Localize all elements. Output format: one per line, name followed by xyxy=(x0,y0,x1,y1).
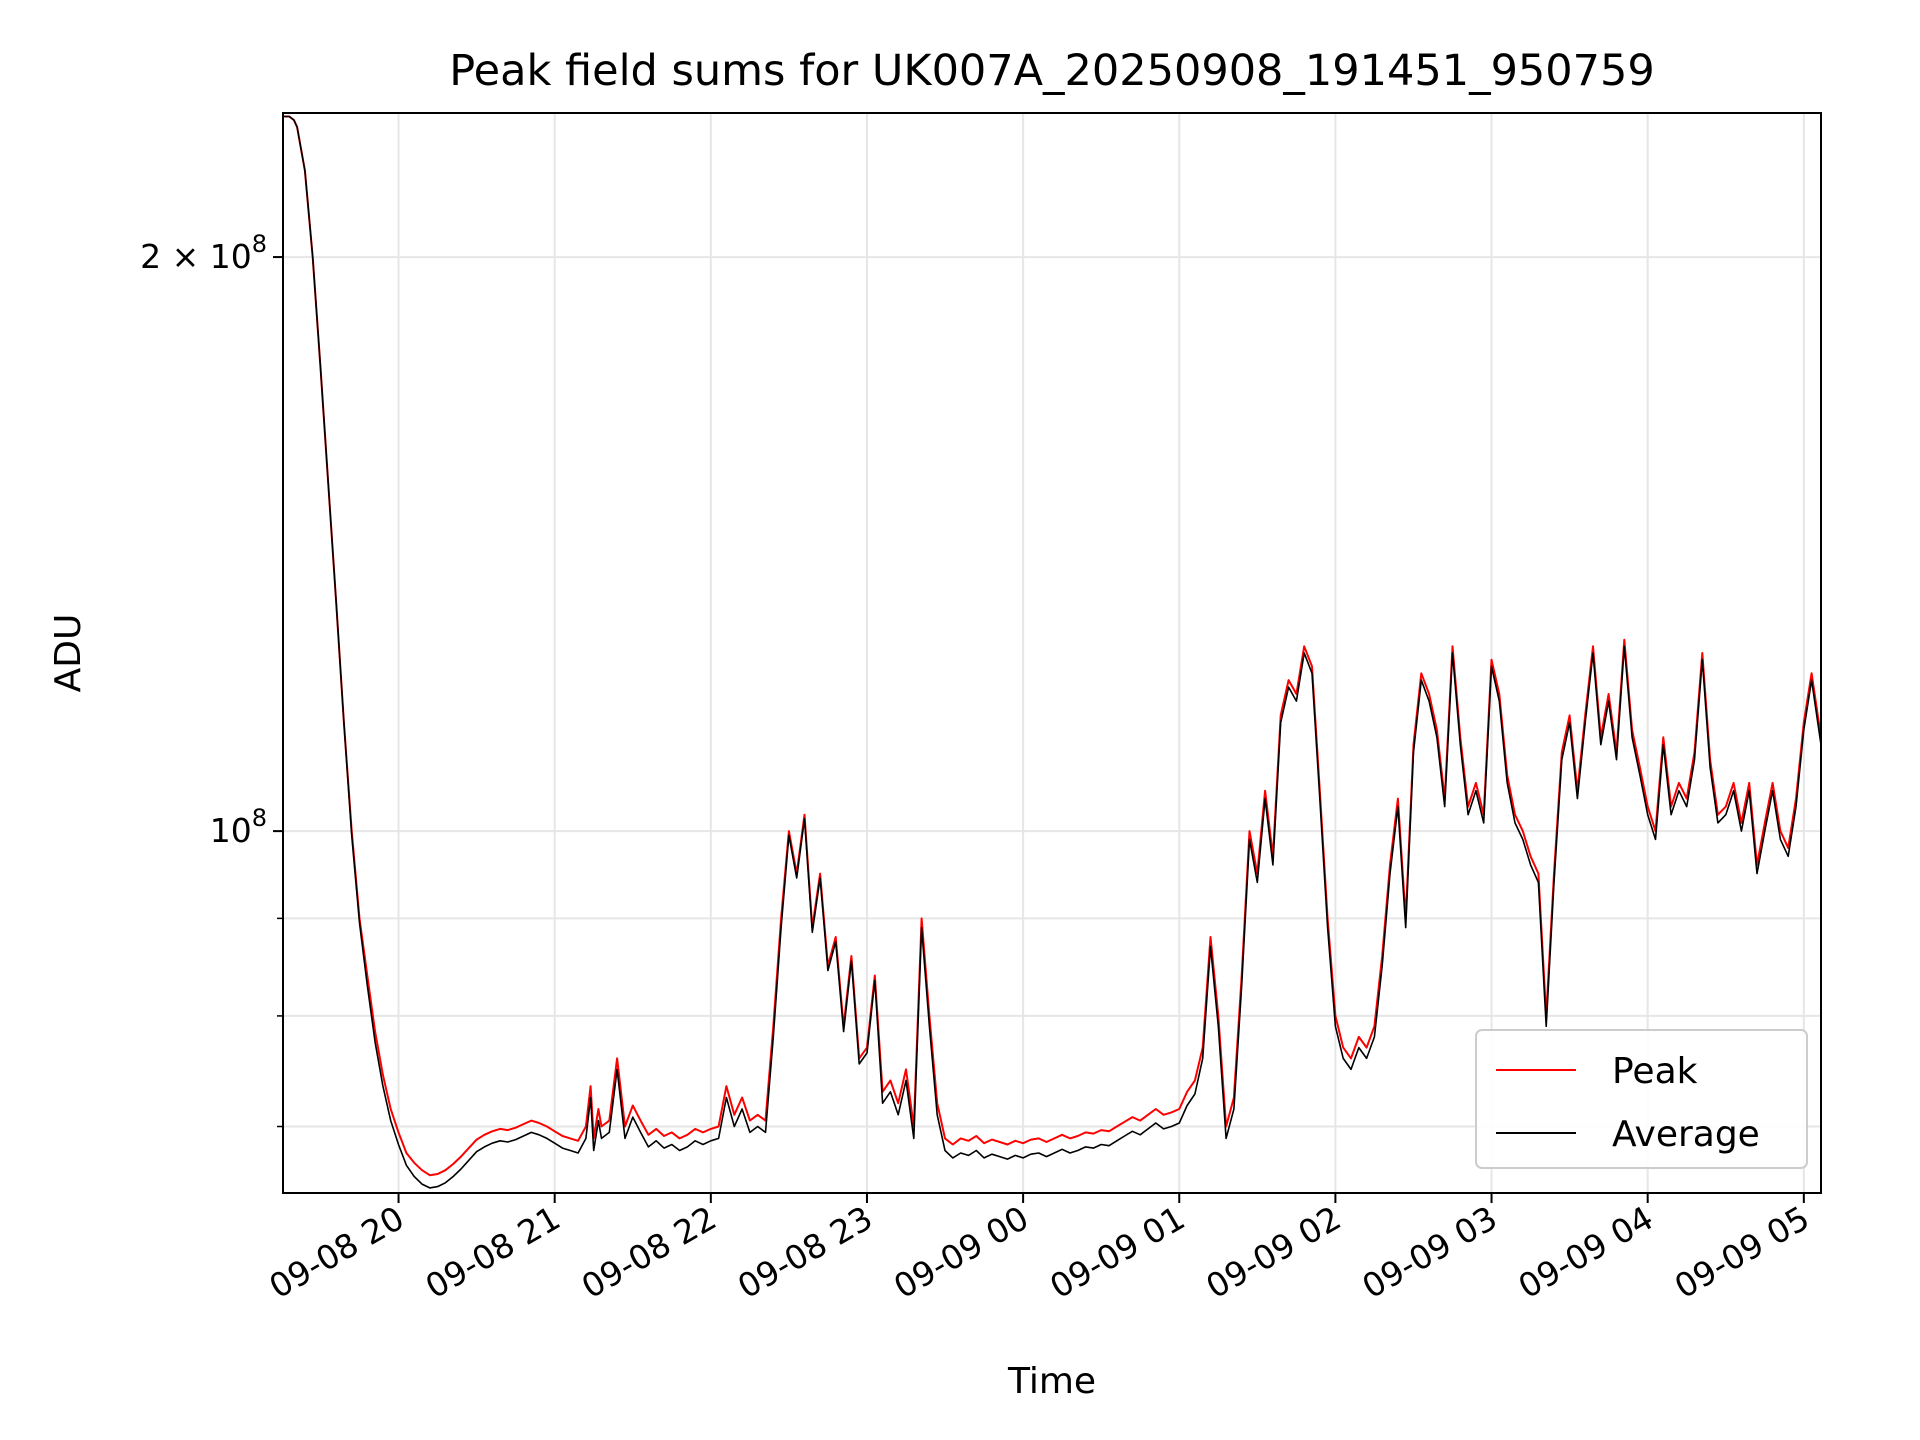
x-tick-label: 09-09 04 xyxy=(1512,1198,1660,1306)
legend-label-peak: Peak xyxy=(1612,1051,1698,1092)
x-tick-label: 09-08 20 xyxy=(263,1198,411,1306)
grid xyxy=(283,113,1821,1193)
x-tick-label: 09-08 21 xyxy=(419,1198,567,1306)
y-tick-base: 10 xyxy=(210,811,252,850)
y-tick-base: 2 × 10 xyxy=(140,237,252,276)
x-tick-label: 09-08 23 xyxy=(731,1198,879,1306)
y-tick-exponent: 8 xyxy=(252,804,267,832)
legend-label-average: Average xyxy=(1612,1114,1760,1155)
series-line-average xyxy=(283,115,1821,1189)
axes-frame xyxy=(282,112,1822,1194)
legend: Peak Average xyxy=(1475,1029,1808,1169)
x-tick-label: 09-09 00 xyxy=(887,1198,1035,1306)
x-tick-label: 09-08 22 xyxy=(575,1198,723,1306)
y-axis-label: ADU xyxy=(48,614,89,693)
x-axis: 09-08 20 09-08 21 09-08 22 09-08 23 09-09 00… xyxy=(263,1193,1816,1306)
x-tick-label: 09-09 02 xyxy=(1199,1198,1347,1306)
x-tick-label: 09-09 03 xyxy=(1356,1198,1504,1306)
plot-area xyxy=(283,115,1821,1189)
y-tick-label: 2 × 108 xyxy=(140,230,267,276)
y-tick-exponent: 8 xyxy=(252,230,267,258)
x-tick-label: 09-09 05 xyxy=(1668,1198,1816,1306)
chart-title: Peak field sums for UK007A_20250908_1914… xyxy=(449,46,1654,96)
y-tick-label: 108 xyxy=(210,804,267,850)
x-axis-label: Time xyxy=(1007,1361,1096,1402)
x-tick-label: 09-09 01 xyxy=(1043,1198,1191,1306)
